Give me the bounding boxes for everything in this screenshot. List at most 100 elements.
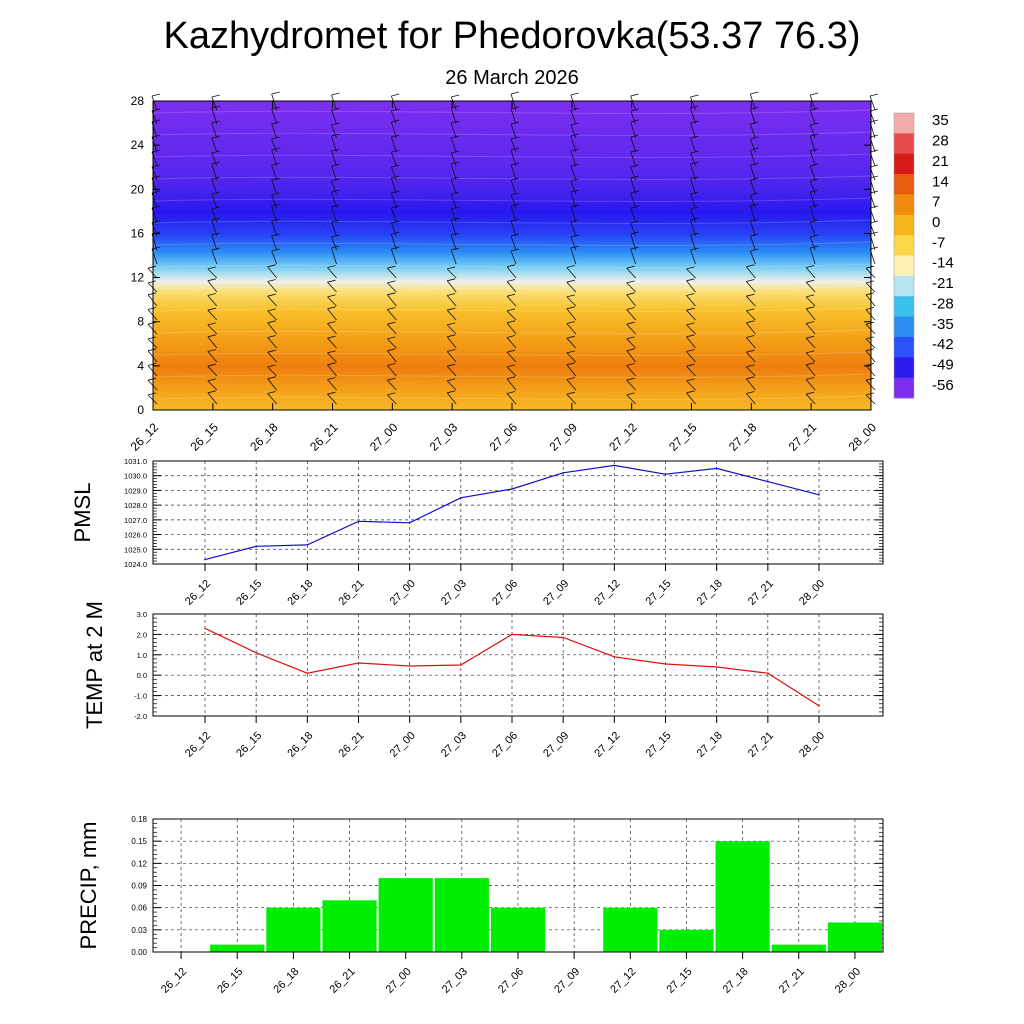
wind-barb — [271, 235, 278, 251]
wind-barb — [271, 220, 278, 237]
colorbar-label: -35 — [932, 316, 954, 333]
heatmap-contour — [152, 131, 872, 136]
pmsl-point — [204, 558, 206, 561]
wind-barb-flag — [570, 92, 579, 96]
wind-barb — [805, 393, 816, 405]
wind-barb — [570, 135, 577, 153]
wind-barb — [506, 266, 517, 279]
precip-ytick-label: 0.18 — [131, 815, 147, 824]
wind-barb-flag — [566, 362, 575, 366]
wind-barb — [749, 108, 756, 125]
pmsl-xtick-label: 28_00 — [797, 578, 827, 608]
colorbar-swatch — [894, 153, 914, 175]
wind-barb-flag — [750, 233, 759, 237]
precip-bar — [210, 944, 265, 952]
wind-barb — [207, 309, 218, 321]
wind-barb — [746, 337, 756, 349]
colorbar-label: -7 — [932, 234, 945, 251]
temp-frame — [152, 613, 884, 717]
wind-barb-flag — [865, 265, 875, 269]
temp-point — [715, 666, 718, 668]
wind-barb — [450, 208, 457, 223]
temp-xtick-label: 26_15 — [234, 730, 264, 760]
heatmap-xtick-label: 26_15 — [187, 420, 221, 454]
pmsl-point — [767, 480, 769, 483]
wind-barb-flag — [566, 306, 575, 310]
pmsl-xtick-label: 26_21 — [337, 578, 367, 608]
pmsl-xtick-label: 26_18 — [285, 578, 315, 608]
wind-barb — [390, 95, 397, 111]
temp-xtick-label: 26_21 — [337, 730, 367, 760]
wind-barb-flag — [810, 163, 819, 167]
wind-barb — [510, 194, 517, 209]
wind-barb — [805, 352, 816, 363]
wind-barb — [570, 236, 577, 251]
wind-barb — [566, 364, 577, 377]
wind-barb-flag — [750, 177, 759, 181]
wind-barb — [749, 149, 756, 167]
wind-barb — [570, 150, 577, 167]
wind-barb — [506, 295, 517, 307]
wind-barb-flag — [327, 265, 336, 268]
wind-barb-flag — [391, 93, 400, 97]
wind-barb-flag — [806, 279, 815, 283]
wind-barb — [211, 122, 218, 139]
wind-barb — [506, 322, 517, 335]
wind-barb — [749, 250, 756, 265]
wind-barb — [446, 380, 457, 391]
heatmap-xtick-label: 27_09 — [546, 420, 580, 454]
wind-barb-flag — [391, 149, 400, 153]
heatmap-contour — [152, 175, 872, 180]
wind-barb — [267, 351, 277, 363]
precip-xtick-label: 27_21 — [777, 966, 807, 996]
wind-barb — [271, 93, 278, 111]
pmsl-ytick-label: 1031.0 — [124, 457, 147, 466]
heatmap-xtick-label: 26_12 — [128, 420, 162, 454]
wind-barb — [566, 323, 577, 335]
colorbar-swatch — [894, 336, 914, 358]
precip-xtick-label: 27_00 — [384, 966, 414, 996]
wind-barb-flag — [387, 336, 396, 340]
wind-barb — [390, 151, 397, 167]
wind-barb-flag — [686, 307, 695, 311]
wind-barb — [630, 192, 637, 209]
wind-barb-flag — [506, 308, 516, 312]
temp-xtick-label: 27_15 — [644, 730, 674, 760]
wind-barb-flag — [331, 122, 340, 126]
heatmap-contour — [152, 241, 872, 246]
heatmap-field — [153, 101, 871, 410]
wind-barb — [809, 180, 816, 195]
precip-ytick-label: 0.06 — [131, 904, 147, 913]
wind-barb-flag — [447, 378, 456, 382]
wind-barb — [809, 236, 816, 251]
pmsl-frame — [152, 460, 884, 565]
wind-barb-flag — [690, 150, 699, 154]
wind-barb — [809, 165, 816, 181]
wind-barb-flag — [331, 219, 340, 223]
pmsl-xtick-label: 27_18 — [695, 578, 725, 608]
wind-barb-flag — [566, 294, 575, 298]
wind-barb — [211, 137, 218, 153]
precip-ytick-label: 0.03 — [131, 926, 147, 935]
wind-barb — [746, 351, 756, 363]
wind-barb-flag — [267, 308, 276, 312]
colorbar-label: 0 — [932, 214, 940, 231]
wind-barb — [626, 294, 636, 307]
wind-barb — [805, 267, 816, 279]
wind-barb — [331, 221, 337, 237]
wind-barb — [211, 219, 218, 237]
wind-barb-flag — [626, 280, 635, 284]
wind-barb-flag — [810, 92, 819, 96]
wind-barb — [746, 281, 756, 293]
wind-barb — [207, 295, 218, 307]
precip-bar — [827, 922, 882, 952]
wind-barb-flag — [750, 91, 759, 95]
wind-barb — [331, 180, 337, 195]
pmsl-point — [408, 522, 411, 524]
wind-barb — [690, 96, 696, 111]
wind-barb-flag — [207, 334, 216, 338]
wind-barb-flag — [570, 178, 579, 182]
colorbar-swatch — [894, 133, 914, 155]
wind-barb — [387, 282, 397, 293]
wind-barb — [809, 94, 816, 111]
